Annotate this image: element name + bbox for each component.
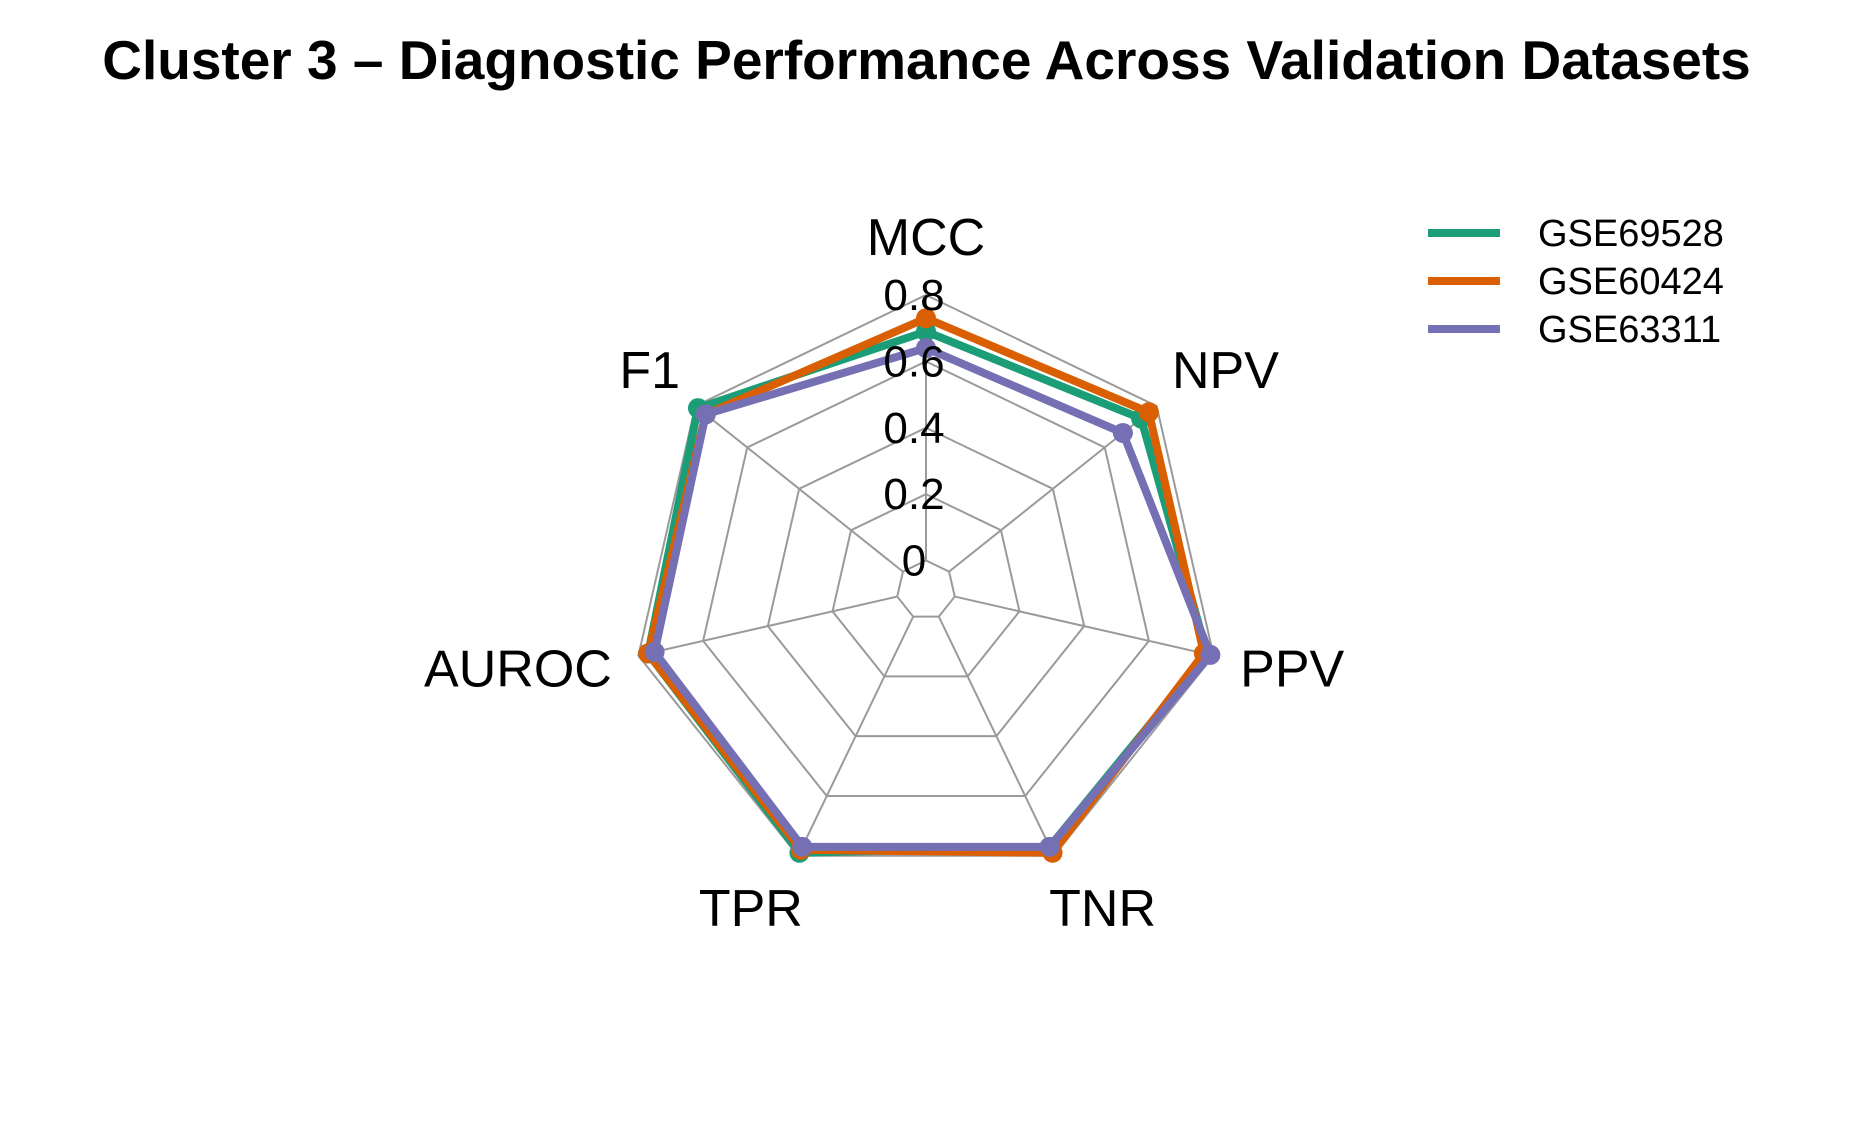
grid-spoke: [694, 405, 904, 573]
legend-label-2: GSE63311: [1538, 309, 1721, 351]
axis-label-tpr: TPR: [699, 880, 803, 938]
radar-series: [638, 308, 1221, 863]
legend: GSE69528 GSE60424 GSE63311: [1428, 213, 1724, 351]
series-point-1-1: [1138, 402, 1159, 423]
series-point-2-3: [1039, 836, 1060, 857]
series-point-2-2: [1200, 644, 1221, 665]
radial-tick-label: 0.6: [883, 337, 944, 386]
series-line-2: [650, 344, 1215, 851]
grid-ring: [766, 426, 1086, 738]
axis-label-mcc: MCC: [867, 209, 985, 267]
series-point-2-6: [695, 404, 716, 425]
legend-label-1: GSE60424: [1538, 261, 1724, 303]
legend-label-0: GSE69528: [1538, 213, 1724, 255]
axis-label-ppv: PPV: [1240, 641, 1344, 699]
radial-tick-label: 0.8: [883, 271, 944, 320]
axis-label-tnr: TNR: [1049, 880, 1156, 938]
radar-grid: [637, 293, 1215, 857]
series-point-1-0: [916, 308, 936, 329]
series-point-2-1: [1112, 422, 1133, 443]
radial-tick-label: 0.2: [883, 470, 944, 519]
grid-ring: [702, 360, 1150, 797]
grid-spoke: [937, 616, 1055, 857]
grid-spoke: [638, 595, 898, 657]
axis-label-npv: NPV: [1172, 342, 1279, 400]
grid-ring: [831, 493, 1021, 678]
grid-ring: [896, 559, 956, 618]
series-point-2-4: [792, 836, 813, 857]
radial-tick-label: 0.4: [883, 404, 944, 453]
grid-spoke: [797, 616, 915, 857]
axis-label-f1: F1: [619, 342, 680, 400]
chart-title: Cluster 3 – Diagnostic Performance Acros…: [102, 29, 1751, 91]
series-point-2-5: [644, 641, 665, 662]
radial-tick-label: 0: [902, 537, 926, 586]
axis-label-auroc: AUROC: [424, 641, 612, 699]
series-point-2-0: [916, 338, 936, 359]
grid-spoke: [954, 595, 1214, 657]
